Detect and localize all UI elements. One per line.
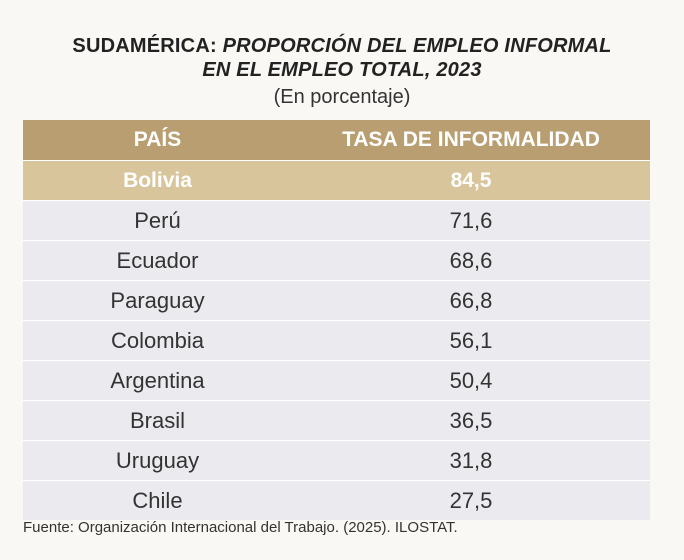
rate-value-cell: 68,6 xyxy=(292,240,650,281)
rate-value-cell: 50,4 xyxy=(292,360,650,401)
column-header-rate: TASA DE INFORMALIDAD xyxy=(292,120,650,161)
country-cell: Bolivia xyxy=(23,160,292,201)
country-cell: Chile xyxy=(23,480,292,520)
rate-value-cell: 31,8 xyxy=(292,440,650,481)
rate-value-cell: 71,6 xyxy=(292,200,650,241)
table-row: Perú 71,6 xyxy=(23,200,650,241)
rate-value-cell: 27,5 xyxy=(292,480,650,520)
table-row: Chile 27,5 xyxy=(23,480,650,520)
table-row: Argentina 50,4 xyxy=(23,360,650,401)
chart-title-block: SUDAMÉRICA: PROPORCIÓN DEL EMPLEO INFORM… xyxy=(0,34,684,110)
country-cell: Colombia xyxy=(23,320,292,361)
rate-value-cell: 66,8 xyxy=(292,280,650,321)
country-cell: Uruguay xyxy=(23,440,292,481)
table-row: Paraguay 66,8 xyxy=(23,280,650,321)
country-cell: Argentina xyxy=(23,360,292,401)
informality-table: PAÍS TASA DE INFORMALIDAD Bolivia 84,5 Per… xyxy=(23,120,650,520)
column-header-country: PAÍS xyxy=(23,120,292,161)
table-header-row: PAÍS TASA DE INFORMALIDAD xyxy=(23,120,650,161)
country-cell: Perú xyxy=(23,200,292,241)
chart-title-topic: PROPORCIÓN DEL EMPLEO INFORMAL xyxy=(222,35,612,57)
source-note: Fuente: Organización Internacional del T… xyxy=(23,519,458,536)
country-cell: Paraguay xyxy=(23,280,292,321)
table-row: Uruguay 31,8 xyxy=(23,440,650,481)
rate-value-cell: 56,1 xyxy=(292,320,650,361)
table-row: Bolivia 84,5 xyxy=(23,160,650,201)
table-row: Brasil 36,5 xyxy=(23,400,650,441)
chart-title-line-1: SUDAMÉRICA: PROPORCIÓN DEL EMPLEO INFORM… xyxy=(0,34,684,58)
chart-title-line-2: EN EL EMPLEO TOTAL, 2023 xyxy=(202,59,482,81)
table-body: Bolivia 84,5 Perú 71,6 Ecuador 68,6 Paraguay 66… xyxy=(23,160,650,520)
rate-value-cell: 84,5 xyxy=(292,160,650,201)
rate-value-cell: 36,5 xyxy=(292,400,650,441)
table-row: Colombia 56,1 xyxy=(23,320,650,361)
country-cell: Ecuador xyxy=(23,240,292,281)
chart-subtitle: (En porcentaje) xyxy=(273,86,411,108)
country-cell: Brasil xyxy=(23,400,292,441)
chart-title-region: SUDAMÉRICA: xyxy=(72,35,223,57)
table-row: Ecuador 68,6 xyxy=(23,240,650,281)
